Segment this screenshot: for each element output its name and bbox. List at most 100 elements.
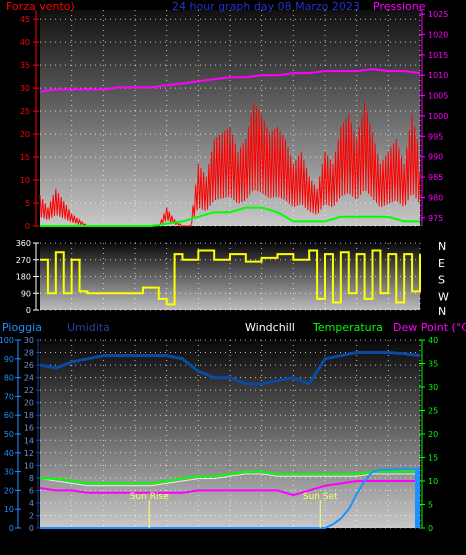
bottom-x-tick-label: 08	[162, 541, 172, 550]
temperature-tick-label: 10	[428, 477, 438, 486]
top-left-tick-label: 10	[20, 176, 30, 185]
top-x-tick-label: 10	[193, 231, 203, 240]
top-x-tick-label: 08	[162, 231, 172, 240]
temperature-tick-label: 35	[428, 360, 438, 369]
direction-compass-label: S	[438, 274, 445, 287]
sunset-label: Sun Set	[303, 492, 338, 502]
legend-dewpoint: Dew Point (°C)	[393, 321, 466, 334]
bottom-x-tick-label: 12	[225, 541, 235, 550]
top-left-tick-label: 15	[20, 153, 30, 162]
wind-average-line	[40, 206, 420, 227]
dewpoint-line	[39, 480, 420, 497]
top-x-tick-label: 06	[130, 231, 140, 240]
rain-tick-label: 90	[4, 355, 14, 364]
direction-axis-ticks: 0 90 180 270 360	[16, 239, 39, 315]
top-panel: Forza vento) 24 hour graph day 08 Marzo …	[6, 0, 448, 240]
sunrise-label: Sun Rise	[130, 492, 169, 502]
top-x-tick-label: 12	[225, 231, 235, 240]
top-x-tick-label: 20	[352, 231, 362, 240]
temperature-tick-label: 40	[428, 336, 438, 345]
rain-tick-label: 0	[9, 524, 14, 533]
humidity-tick-label: 4	[29, 499, 34, 508]
top-left-tick-label: 40	[20, 38, 30, 47]
humidity-tick-label: 24	[24, 374, 34, 383]
top-x-tick-label: 14	[257, 231, 267, 240]
direction-compass-label: E	[438, 257, 445, 270]
top-left-tick-label: 20	[20, 130, 30, 139]
bottom-x-tick-label: 20	[352, 541, 362, 550]
humidity-tick-label: 10	[24, 461, 34, 470]
top-x-tick-label: 18	[320, 231, 330, 240]
top-right-tick-label: 980	[428, 193, 443, 202]
top-left-tick-label: 30	[20, 84, 30, 93]
bottom-x-tick-label: 14	[257, 541, 267, 550]
rain-tick-label: 50	[4, 430, 14, 439]
top-right-axis-ticks: 975 980 985 990 995 1000 1005 1010 1015 1020 1025	[419, 10, 448, 226]
legend-pioggia: Pioggia	[2, 321, 42, 334]
rain-tick-label: 80	[4, 374, 14, 383]
humidity-tick-label: 18	[24, 411, 34, 420]
bottom-x-tick-label: 04	[98, 541, 108, 550]
top-right-tick-label: 1000	[428, 112, 448, 121]
bottom-x-tick-label: 22	[383, 541, 393, 550]
bottom-x-tick-label: 02	[67, 541, 77, 550]
humidity-tick-label: 28	[24, 349, 34, 358]
humidity-line	[39, 351, 421, 386]
top-right-tick-label: 975	[428, 214, 443, 223]
top-x-tick-label: 04	[98, 231, 108, 240]
temperature-tick-label: 25	[428, 407, 438, 416]
top-left-tick-label: 25	[20, 107, 30, 116]
rain-line	[40, 467, 420, 529]
rain-tick-label: 100	[0, 336, 14, 345]
direction-compass-label: N	[438, 305, 446, 318]
rain-tick-label: 30	[4, 468, 14, 477]
top-right-tick-label: 1005	[428, 92, 448, 101]
bottom-x-tick-label: 06	[130, 541, 140, 550]
top-x-tick-label: 22	[383, 231, 393, 240]
top-left-tick-label: 35	[20, 61, 30, 70]
wind-direction-line	[40, 249, 421, 306]
humidity-tick-label: 16	[24, 424, 34, 433]
bottom-panel: Pioggia Umidita Windchill Temperatura De…	[0, 321, 466, 550]
bottom-x-axis-ticks: 02 04 06 08 10 12 14 16 18 20 22 00	[67, 541, 426, 550]
windchill-line	[39, 473, 420, 487]
sun-markers: Sun Rise Sun Set	[130, 492, 338, 528]
pressure-line	[39, 68, 421, 93]
direction-tick-label: 0	[26, 306, 31, 315]
rain-tick-label: 40	[4, 449, 14, 458]
rain-tick-label: 10	[4, 505, 14, 514]
temperature-tick-label: 15	[428, 454, 438, 463]
legend-temperatura: Temperatura	[312, 321, 383, 334]
temperature-tick-label: 5	[428, 501, 433, 510]
legend-windchill: Windchill	[245, 321, 295, 334]
top-label-wind: Forza vento)	[6, 0, 75, 13]
rain-axis-ticks: 0 10 20 30 40 50 60 70 80 90 100	[0, 336, 21, 533]
humidity-tick-label: 26	[24, 361, 34, 370]
humidity-tick-label: 22	[24, 386, 34, 395]
rain-total-bar	[415, 468, 420, 528]
legend-umidita: Umidita	[67, 321, 110, 334]
humidity-tick-label: 6	[29, 486, 34, 495]
rain-tick-label: 60	[4, 411, 14, 420]
bottom-x-tick-label: 10	[193, 541, 203, 550]
top-x-tick-label: 00	[415, 231, 425, 240]
top-title: 24 hour graph day 08 Marzo 2023	[172, 0, 360, 13]
top-left-tick-label: 0	[25, 222, 30, 231]
humidity-tick-label: 8	[29, 474, 34, 483]
top-right-tick-label: 990	[428, 153, 443, 162]
humidity-tick-label: 20	[24, 399, 34, 408]
direction-tick-label: 180	[16, 273, 31, 282]
rain-tick-label: 20	[4, 486, 14, 495]
humidity-tick-label: 12	[24, 449, 34, 458]
direction-tick-label: 360	[16, 239, 31, 248]
direction-tick-label: 90	[21, 289, 31, 298]
top-left-tick-label: 5	[25, 199, 30, 208]
bottom-x-tick-label: 00	[415, 541, 425, 550]
top-label-pressure: Pressione	[373, 0, 426, 13]
top-right-tick-label: 1010	[428, 71, 448, 80]
top-x-tick-label: 02	[67, 231, 77, 240]
top-series	[39, 68, 421, 227]
